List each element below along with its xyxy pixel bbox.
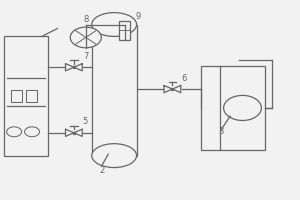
Ellipse shape <box>92 13 136 36</box>
Bar <box>26 90 37 102</box>
Text: 5: 5 <box>83 117 88 126</box>
Text: 2: 2 <box>99 166 104 175</box>
Ellipse shape <box>92 144 136 168</box>
Text: 6: 6 <box>182 74 187 83</box>
Bar <box>92 25 136 156</box>
Text: 3: 3 <box>218 127 223 136</box>
Bar <box>201 66 265 150</box>
Text: 9: 9 <box>135 12 140 21</box>
Bar <box>4 36 49 156</box>
Text: 8: 8 <box>83 15 88 24</box>
Bar <box>119 21 130 40</box>
Circle shape <box>70 27 101 48</box>
Text: 7: 7 <box>83 52 88 61</box>
Bar <box>11 90 22 102</box>
